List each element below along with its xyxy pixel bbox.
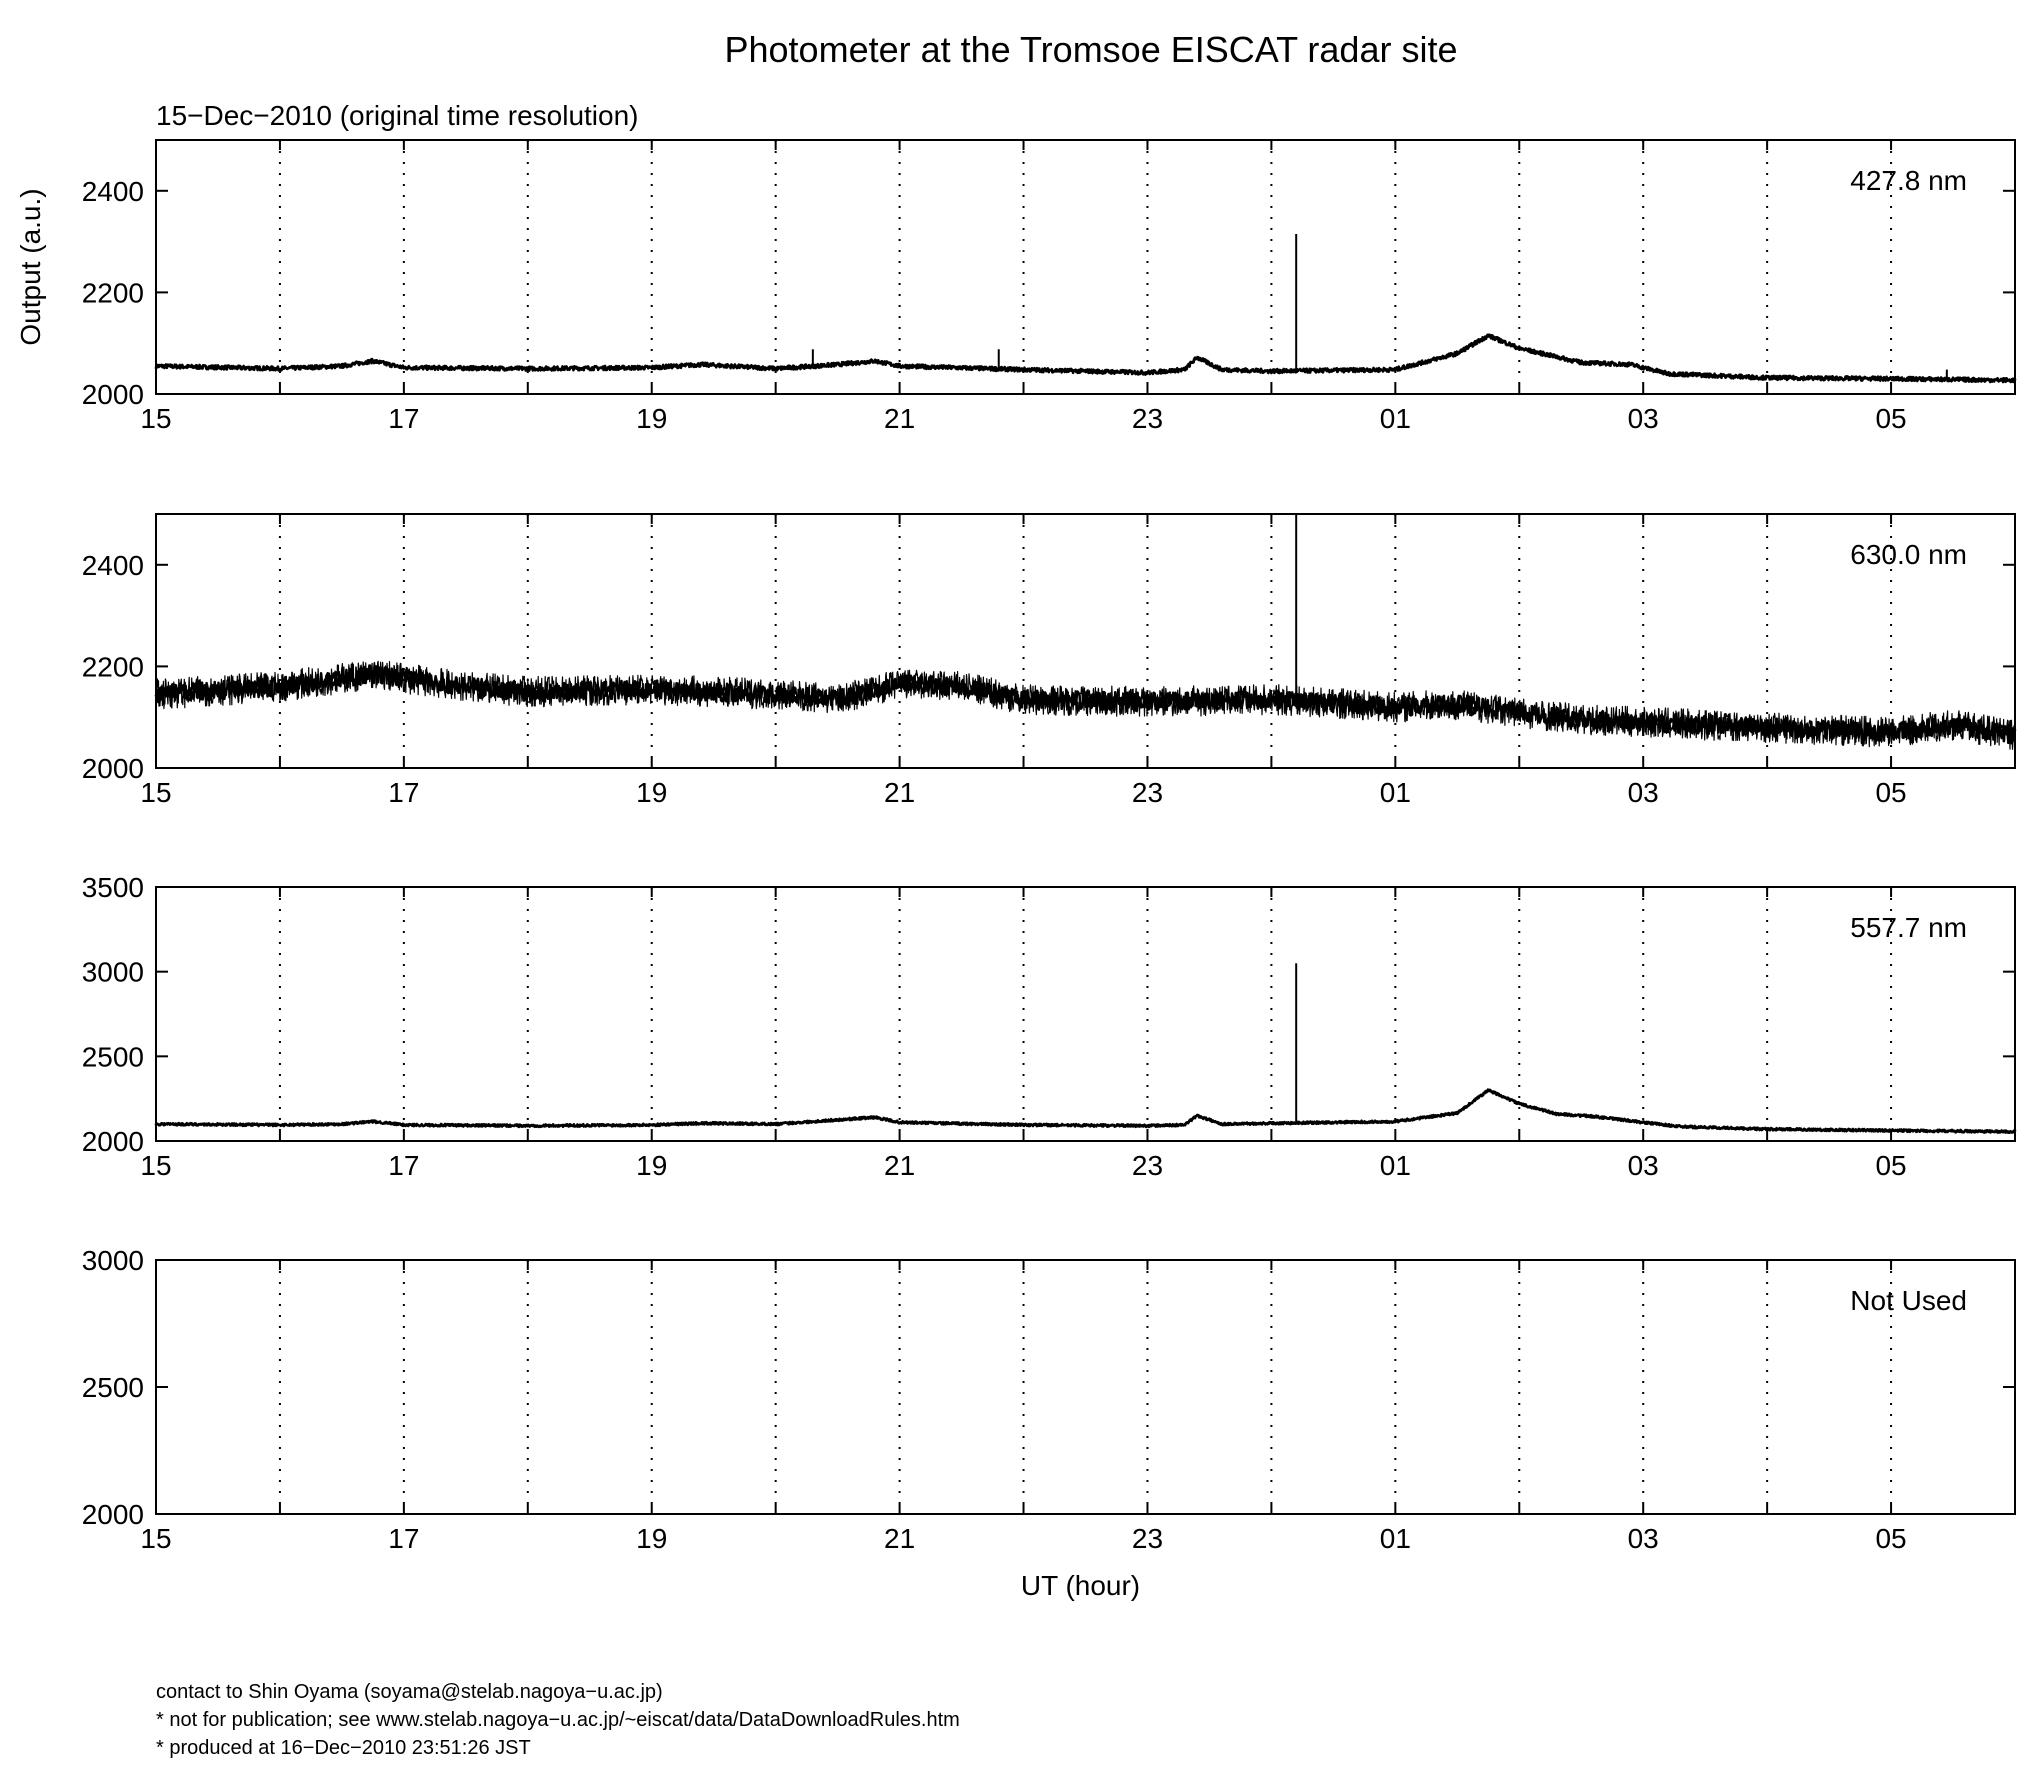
x-tick-label: 03 (1628, 1523, 1659, 1554)
panels-group: 15 17 19 21 23 01 03 05 2000 2200 2400 427.8 nm Outp… (15, 139, 2017, 1601)
y-tick-label: 3000 (82, 957, 144, 988)
x-tick-label: 19 (636, 403, 667, 434)
x-tick-label: 19 (636, 777, 667, 808)
x-tick-label: 21 (884, 1523, 915, 1554)
panel-frame (155, 513, 2016, 769)
series-line-1 (154, 1088, 2017, 1134)
x-tick-label: 05 (1875, 403, 1906, 434)
x-tick-label: 01 (1380, 1150, 1411, 1181)
footer: contact to Shin Oyama (soyama@stelab.nag… (156, 1681, 960, 1759)
panel-frame (155, 139, 2016, 395)
x-tick-label: 15 (140, 1150, 171, 1181)
x-tick-label: 15 (140, 1523, 171, 1554)
x-tick-label: 03 (1628, 1150, 1659, 1181)
footer-rules: * not for publication; see www.stelab.na… (156, 1709, 960, 1731)
y-tick-label: 2000 (82, 1499, 144, 1530)
y-tick-label: 2000 (82, 753, 144, 784)
y-tick-label: 2000 (82, 379, 144, 410)
panel-frame (155, 1259, 2016, 1515)
x-tick-label: 15 (140, 777, 171, 808)
panel-frame (155, 886, 2016, 1142)
x-tick-label: 23 (1132, 1523, 1163, 1554)
y-tick-label: 2500 (82, 1372, 144, 1403)
x-tick-label: 03 (1628, 403, 1659, 434)
x-tick-label: 21 (884, 403, 915, 434)
x-tick-label: 01 (1380, 403, 1411, 434)
x-tick-label: 05 (1875, 1523, 1906, 1554)
x-tick-label: 23 (1132, 403, 1163, 434)
x-tick-label: 05 (1875, 777, 1906, 808)
footer-produced: * produced at 16−Dec−2010 23:51:26 JST (156, 1737, 531, 1759)
x-axis-label: UT (hour) (1021, 1570, 1140, 1601)
x-tick-label: 23 (1132, 1150, 1163, 1181)
y-tick-label: 2400 (82, 176, 144, 207)
figure-subtitle: 15−Dec−2010 (original time resolution) (156, 100, 639, 131)
x-tick-label: 23 (1132, 777, 1163, 808)
panel-2: 15 17 19 21 23 01 03 05 2000 2200 2400 630.0 nm (82, 513, 2017, 808)
x-tick-label: 03 (1628, 777, 1659, 808)
y-tick-label: 3500 (82, 872, 144, 903)
x-tick-label: 17 (388, 777, 419, 808)
panel-3: 15 17 19 21 23 01 03 05 2000 2500 3000 3500 557.7 nm (82, 872, 2017, 1181)
panel-label: 557.7 nm (1850, 912, 1967, 943)
x-tick-label: 05 (1875, 1150, 1906, 1181)
x-tick-label: 21 (884, 1150, 915, 1181)
panel-label: 427.8 nm (1850, 165, 1967, 196)
panel-label: 630.0 nm (1850, 539, 1967, 570)
footer-contact: contact to Shin Oyama (soyama@stelab.nag… (156, 1681, 663, 1703)
x-tick-label: 17 (388, 1150, 419, 1181)
y-tick-label: 2200 (82, 651, 144, 682)
series-band-1 (154, 664, 2017, 745)
x-tick-label: 01 (1380, 777, 1411, 808)
y-tick-label: 2500 (82, 1041, 144, 1072)
series-line-1 (155, 660, 2016, 751)
x-tick-label: 15 (140, 403, 171, 434)
x-tick-label: 01 (1380, 1523, 1411, 1554)
y-tick-label: 3000 (82, 1245, 144, 1276)
x-tick-label: 17 (388, 403, 419, 434)
x-tick-label: 19 (636, 1150, 667, 1181)
panel-label: Not Used (1850, 1285, 1967, 1316)
panel-4: 15 17 19 21 23 01 03 05 2000 2500 3000 Not Used UT (… (82, 1245, 2016, 1601)
x-tick-label: 19 (636, 1523, 667, 1554)
series-line-1 (154, 333, 2017, 384)
panel-1: 15 17 19 21 23 01 03 05 2000 2200 2400 427.8 nm Outp… (15, 139, 2017, 434)
figure-title: Photometer at the Tromsoe EISCAT radar s… (725, 29, 1458, 70)
y-tick-label: 2400 (82, 550, 144, 581)
x-tick-label: 21 (884, 777, 915, 808)
y-tick-label: 2000 (82, 1126, 144, 1157)
x-tick-label: 17 (388, 1523, 419, 1554)
y-axis-label: Output (a.u.) (15, 188, 46, 345)
y-tick-label: 2200 (82, 277, 144, 308)
